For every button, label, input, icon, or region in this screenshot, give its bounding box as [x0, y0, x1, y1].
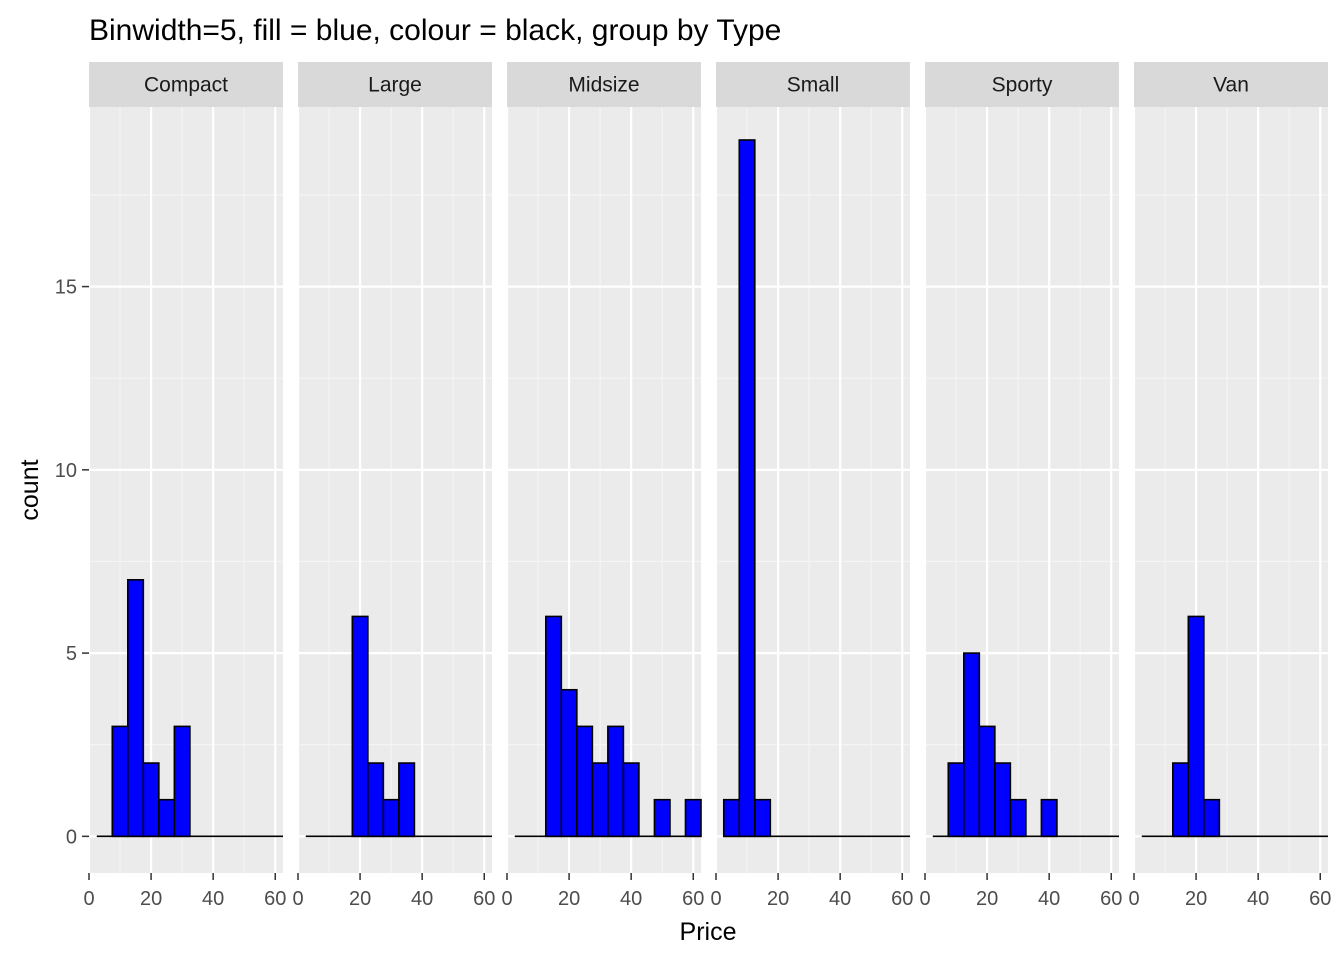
histogram-bar-midsize — [607, 725, 625, 838]
y-axis: 0 5 10 15 — [55, 277, 89, 848]
histogram-bar-small — [753, 798, 772, 838]
histogram-bar-midsize — [560, 688, 578, 838]
histogram-bar-van — [1187, 615, 1205, 838]
histogram-bar-midsize — [591, 762, 609, 838]
facet-panel-small: Small 0 20 40 60 — [710, 62, 913, 910]
x-tick-label: 20 — [140, 888, 162, 910]
x-tick-label: 20 — [767, 888, 789, 910]
x-tick-label: 40 — [1247, 888, 1269, 910]
x-tick-label: 0 — [501, 888, 512, 910]
panel-background — [1134, 107, 1328, 873]
histogram-bar-sporty — [1040, 798, 1058, 838]
histogram-bar-compact — [111, 725, 129, 838]
x-tick-label: 40 — [829, 888, 851, 910]
x-tick-label: 0 — [83, 888, 94, 910]
facet-panel-van: Van 0 20 40 60 — [1128, 62, 1331, 910]
histogram-bar-large — [367, 762, 385, 838]
facet-label-midsize: Midsize — [568, 74, 639, 97]
x-tick-label: 40 — [202, 888, 224, 910]
y-tick-label: 10 — [55, 460, 77, 482]
facet-label-large: Large — [368, 74, 422, 97]
panel-background — [507, 107, 701, 873]
histogram-bar-large — [351, 615, 369, 838]
facet-strip-van — [1134, 62, 1328, 107]
y-tick-label: 15 — [55, 277, 77, 299]
x-tick-label: 40 — [411, 888, 433, 910]
histogram-bar-midsize — [576, 725, 594, 838]
facet-strip-large — [298, 62, 492, 107]
facet-strip-compact — [89, 62, 283, 107]
x-tick-label: 20 — [349, 888, 371, 910]
histogram-bar-large — [398, 762, 416, 838]
x-tick-label: 0 — [292, 888, 303, 910]
y-tick-label: 0 — [66, 826, 77, 848]
histogram-bar-midsize — [653, 798, 671, 838]
histogram-bar-sporty — [978, 725, 996, 838]
x-tick-label: 40 — [620, 888, 642, 910]
histogram-bar-sporty — [947, 762, 965, 838]
x-tick-label: 0 — [710, 888, 721, 910]
x-tick-label: 20 — [558, 888, 580, 910]
facet-label-small: Small — [787, 74, 840, 97]
x-tick-label: 0 — [919, 888, 930, 910]
facet-label-van: Van — [1213, 74, 1249, 97]
facet-panel-midsize: Midsize 0 20 40 60 — [501, 62, 704, 910]
x-tick-label: 40 — [1038, 888, 1060, 910]
histogram-bar-van — [1203, 798, 1221, 838]
facet-panels: Compact 0 20 40 60 Large 0 20 40 60 Midsize 0 20 40 60… — [83, 62, 1331, 910]
x-tick-label: 60 — [682, 888, 704, 910]
facet-strip-sporty — [925, 62, 1119, 107]
facet-strip-small — [716, 62, 910, 107]
facet-panel-large: Large 0 20 40 60 — [292, 62, 495, 910]
x-tick-label: 60 — [264, 888, 286, 910]
facet-label-sporty: Sporty — [992, 74, 1053, 97]
histogram-bar-large — [382, 798, 400, 838]
x-tick-label: 0 — [1128, 888, 1139, 910]
histogram-bar-sporty — [1009, 798, 1027, 838]
histogram-bar-compact — [158, 798, 176, 838]
histogram-bar-midsize — [622, 762, 640, 838]
y-tick-label: 5 — [66, 643, 77, 665]
facet-strip-midsize — [507, 62, 701, 107]
x-tick-label: 60 — [891, 888, 913, 910]
x-axis-title: Price — [680, 918, 737, 946]
x-tick-label: 20 — [1185, 888, 1207, 910]
histogram-bar-small — [738, 139, 756, 838]
facet-panel-compact: Compact 0 20 40 60 — [83, 62, 286, 910]
histogram-bar-small — [722, 798, 741, 838]
facet-label-compact: Compact — [144, 74, 228, 97]
histogram-bar-compact — [142, 762, 160, 838]
histogram-bar-midsize — [544, 615, 563, 838]
histogram-bar-van — [1172, 762, 1190, 838]
histogram-bar-compact — [173, 725, 191, 838]
y-axis-title: count — [16, 459, 44, 520]
histogram-bar-sporty — [962, 652, 981, 838]
histogram-bar-midsize — [684, 798, 702, 838]
x-tick-label: 60 — [473, 888, 495, 910]
x-tick-label: 20 — [976, 888, 998, 910]
panel-background — [925, 107, 1119, 873]
facet-panel-sporty: Sporty 0 20 40 60 — [919, 62, 1122, 910]
panel-background — [298, 107, 492, 873]
x-tick-label: 60 — [1100, 888, 1122, 910]
histogram-bar-compact — [127, 578, 145, 838]
chart-title: Binwidth=5, fill = blue, colour = black,… — [89, 14, 781, 47]
histogram-bar-sporty — [994, 762, 1012, 838]
x-tick-label: 60 — [1309, 888, 1331, 910]
